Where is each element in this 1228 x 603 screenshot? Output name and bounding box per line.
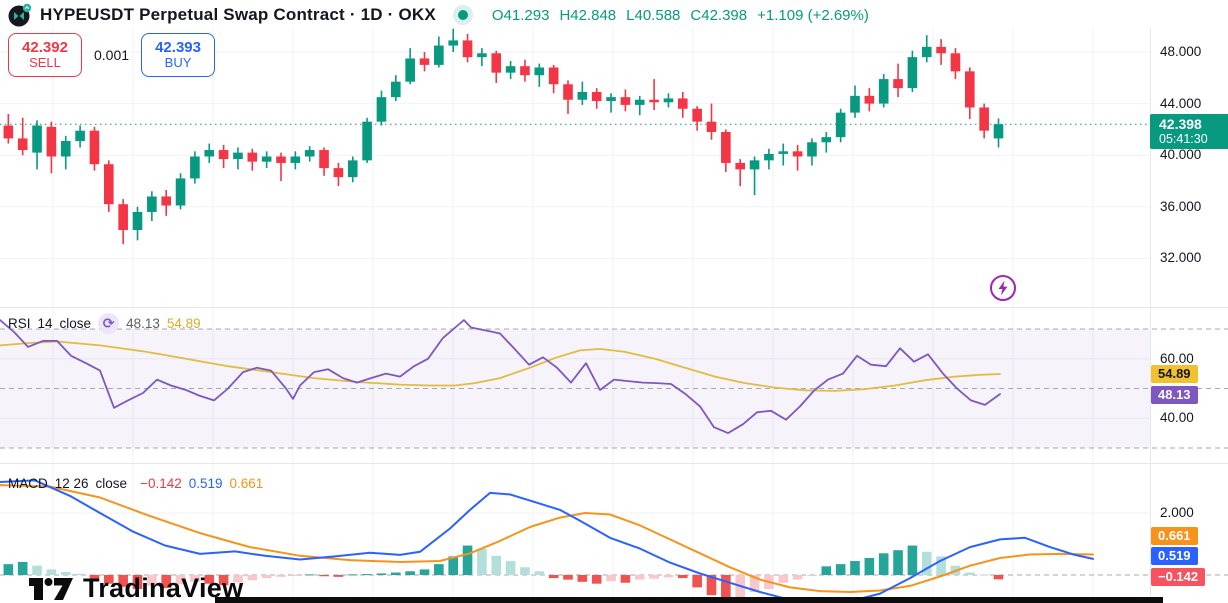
watermark-logo: TradinaView <box>28 573 243 603</box>
price-axis-label: 40.000 <box>1160 147 1202 163</box>
macd-signal-badge: 0.661 <box>1151 527 1198 545</box>
last-price-badge: 42.398 05:41:30 <box>1150 114 1228 149</box>
indicator-loading-icon[interactable]: ⟳ <box>98 313 120 334</box>
macd-params: 12 26 <box>54 476 89 491</box>
close-value: C42.398 <box>690 6 748 24</box>
price-axis-label: 36.000 <box>1160 198 1202 214</box>
buy-button[interactable]: 42.393 BUY <box>141 33 216 77</box>
change-value: +1.109 (+2.69%) <box>757 6 869 24</box>
macd-signal-value: 0.661 <box>229 476 264 491</box>
sell-price: 42.392 <box>22 38 68 56</box>
rsi-value-badge: 48.13 <box>1151 386 1198 404</box>
bar-countdown: 05:41:30 <box>1159 132 1208 146</box>
bottom-bar[interactable] <box>215 597 1163 603</box>
buy-label: BUY <box>164 55 192 71</box>
price-axis-label: 32.000 <box>1160 250 1202 266</box>
price-axis-label: 48.000 <box>1160 44 1202 59</box>
market-status-dot <box>457 10 468 20</box>
symbol-title[interactable]: HYPEUSDT Perpetual Swap Contract · 1D · … <box>40 5 436 24</box>
price-axis-label: 44.000 <box>1160 95 1202 111</box>
rsi-axis-label: 60.00 <box>1160 350 1194 366</box>
coin-logo-icon <box>8 3 32 27</box>
rsi-ma-value: 54.89 <box>166 316 201 331</box>
spread-value: 0.001 <box>94 47 130 63</box>
instant-trade-icon[interactable] <box>989 274 1017 302</box>
ohlc-values: O41.293 H42.848 L40.588 C42.398 +1.109 (… <box>492 7 869 24</box>
sell-label: SELL <box>29 55 61 71</box>
macd-hist-value: −0.142 <box>140 476 182 491</box>
order-panel: 42.392 SELL 0.001 42.393 BUY <box>8 33 216 77</box>
last-price-value: 42.398 <box>1159 116 1202 132</box>
macd-source: close <box>95 476 128 491</box>
macd-line-value: 0.519 <box>188 476 223 491</box>
low-value: L40.588 <box>626 6 681 24</box>
rsi-value: 48.13 <box>126 316 160 331</box>
buy-price: 42.393 <box>155 38 201 56</box>
rsi-legend: RSI 14 close ⟳ 48.13 54.89 <box>8 313 201 334</box>
high-value: H42.848 <box>559 6 617 24</box>
sell-button[interactable]: 42.392 SELL <box>8 33 82 77</box>
macd-title[interactable]: MACD <box>8 476 48 491</box>
macd-axis-label: 2.000 <box>1160 505 1194 520</box>
macd-hist-badge: −0.142 <box>1151 568 1206 586</box>
macd-line-badge: 0.519 <box>1151 547 1198 565</box>
macd-legend: MACD 12 26 close −0.142 0.519 0.661 <box>8 476 263 491</box>
rsi-source: close <box>59 316 92 331</box>
rsi-params: 14 <box>37 316 53 331</box>
rsi-ma-badge: 54.89 <box>1151 365 1198 383</box>
watermark-logo-icon <box>29 577 73 600</box>
open-value: O41.293 <box>491 6 550 24</box>
chart-legend: HYPEUSDT Perpetual Swap Contract · 1D · … <box>8 3 869 27</box>
rsi-axis-label: 40.00 <box>1160 410 1194 426</box>
rsi-title[interactable]: RSI <box>8 316 31 331</box>
